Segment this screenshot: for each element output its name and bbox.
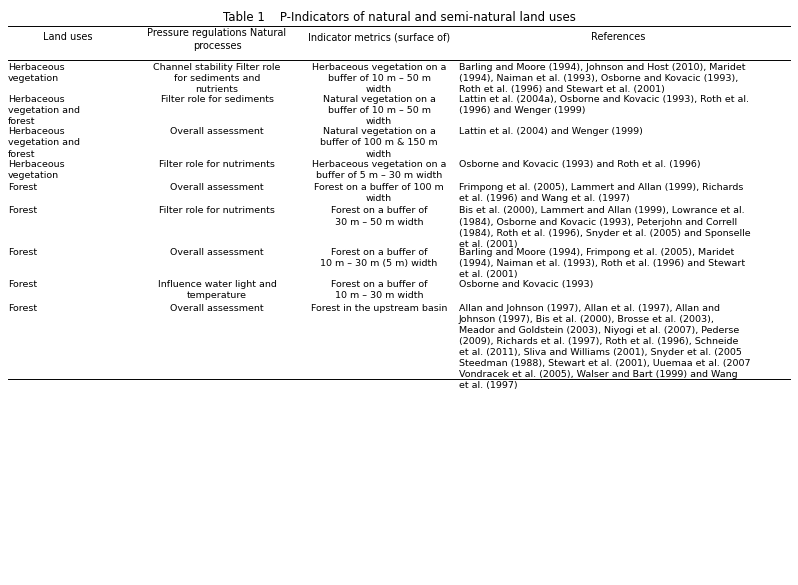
Text: Lattin et al. (2004) and Wenger (1999): Lattin et al. (2004) and Wenger (1999) (459, 128, 642, 136)
Text: Barling and Moore (1994), Frimpong et al. (2005), Maridet
(1994), Naiman et al. : Barling and Moore (1994), Frimpong et al… (459, 248, 745, 279)
Text: Forest: Forest (8, 248, 37, 257)
Text: Natural vegetation on a
buffer of 100 m & 150 m
width: Natural vegetation on a buffer of 100 m … (320, 128, 438, 159)
Text: Herbaceous vegetation on a
buffer of 5 m – 30 m width: Herbaceous vegetation on a buffer of 5 m… (312, 160, 446, 180)
Text: Overall assessment: Overall assessment (170, 128, 264, 136)
Text: Forest in the upstream basin: Forest in the upstream basin (311, 304, 447, 312)
Text: Forest: Forest (8, 304, 37, 312)
Text: Herbaceous vegetation on a
buffer of 10 m – 50 m
width: Herbaceous vegetation on a buffer of 10 … (312, 63, 446, 94)
Text: Influence water light and
temperature: Influence water light and temperature (158, 280, 276, 300)
Text: Forest: Forest (8, 207, 37, 215)
Text: Osborne and Kovacic (1993): Osborne and Kovacic (1993) (459, 280, 593, 289)
Text: Channel stability Filter role
for sediments and
nutrients: Channel stability Filter role for sedime… (153, 63, 281, 94)
Text: Overall assessment: Overall assessment (170, 248, 264, 257)
Text: Filter role for nutriments: Filter role for nutriments (159, 207, 275, 215)
Text: Filter role for sediments: Filter role for sediments (160, 95, 274, 104)
Text: Herbaceous
vegetation: Herbaceous vegetation (8, 160, 65, 180)
Text: Forest on a buffer of
10 m – 30 m width: Forest on a buffer of 10 m – 30 m width (331, 280, 427, 300)
Text: Forest on a buffer of
10 m – 30 m (5 m) width: Forest on a buffer of 10 m – 30 m (5 m) … (321, 248, 437, 268)
Text: Overall assessment: Overall assessment (170, 304, 264, 312)
Text: Frimpong et al. (2005), Lammert and Allan (1999), Richards
et al. (1996) and Wan: Frimpong et al. (2005), Lammert and Alla… (459, 183, 743, 203)
Text: Natural vegetation on a
buffer of 10 m – 50 m
width: Natural vegetation on a buffer of 10 m –… (322, 95, 436, 126)
Text: Land uses: Land uses (43, 32, 93, 42)
Text: Forest: Forest (8, 183, 37, 192)
Text: Forest on a buffer of
30 m – 50 m width: Forest on a buffer of 30 m – 50 m width (331, 207, 427, 226)
Text: Lattin et al. (2004a), Osborne and Kovacic (1993), Roth et al.
(1996) and Wenger: Lattin et al. (2004a), Osborne and Kovac… (459, 95, 749, 115)
Text: References: References (591, 32, 646, 42)
Text: Filter role for nutriments: Filter role for nutriments (159, 160, 275, 169)
Text: Herbaceous
vegetation: Herbaceous vegetation (8, 63, 65, 82)
Text: Barling and Moore (1994), Johnson and Host (2010), Maridet
(1994), Naiman et al.: Barling and Moore (1994), Johnson and Ho… (459, 63, 745, 94)
Text: Herbaceous
vegetation and
forest: Herbaceous vegetation and forest (8, 95, 80, 126)
Text: Forest on a buffer of 100 m
width: Forest on a buffer of 100 m width (314, 183, 444, 203)
Text: processes: processes (193, 41, 241, 51)
Text: Allan and Johnson (1997), Allan et al. (1997), Allan and
Johnson (1997), Bis et : Allan and Johnson (1997), Allan et al. (… (459, 304, 750, 390)
Text: Pressure regulations Natural: Pressure regulations Natural (148, 28, 286, 38)
Text: Osborne and Kovacic (1993) and Roth et al. (1996): Osborne and Kovacic (1993) and Roth et a… (459, 160, 701, 169)
Text: Herbaceous
vegetation and
forest: Herbaceous vegetation and forest (8, 128, 80, 159)
Text: Overall assessment: Overall assessment (170, 183, 264, 192)
Text: Table 1    P-Indicators of natural and semi-natural land uses: Table 1 P-Indicators of natural and semi… (223, 11, 575, 23)
Text: Indicator metrics (surface of): Indicator metrics (surface of) (308, 32, 450, 42)
Text: Bis et al. (2000), Lammert and Allan (1999), Lowrance et al.
(1984), Osborne and: Bis et al. (2000), Lammert and Allan (19… (459, 207, 750, 249)
Text: Forest: Forest (8, 280, 37, 289)
